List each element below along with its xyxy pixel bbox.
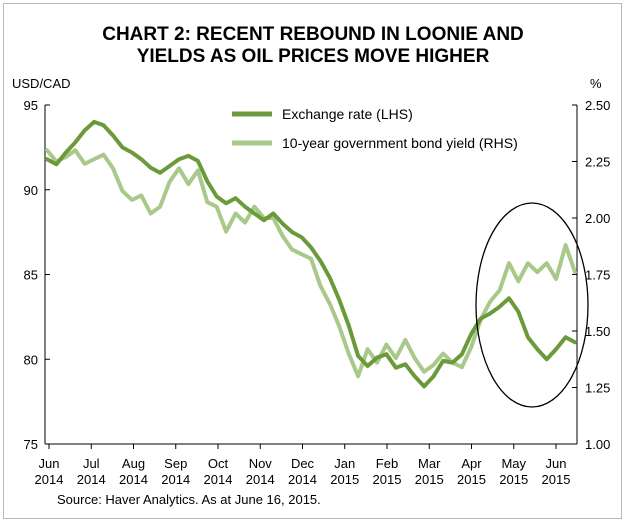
- left-axis-ticks: 95 90 85 80 75: [24, 98, 50, 452]
- left-tick-label: 80: [24, 352, 38, 367]
- series-layer: [45, 119, 577, 389]
- left-axis-label: USD/CAD: [12, 76, 71, 91]
- legend-label-exchange-rate: Exchange rate (LHS): [282, 106, 413, 122]
- x-tick-year: 2014: [246, 472, 275, 487]
- x-tick-month: Sep: [164, 456, 187, 471]
- x-tick-year: 2015: [330, 472, 359, 487]
- series-bond-yield-line: [45, 148, 577, 379]
- highlight-circle: [475, 202, 589, 408]
- x-axis-ticks: Jun2014Jul2014Aug2014Sep2014Oct2014Nov20…: [35, 444, 571, 487]
- chart-title-line-2: YIELDS AS OIL PRICES MOVE HIGHER: [137, 46, 490, 67]
- x-tick-year: 2014: [204, 472, 233, 487]
- x-tick-year: 2015: [499, 472, 528, 487]
- right-tick-label: 2.25: [585, 155, 610, 170]
- left-tick-label: 95: [24, 98, 38, 113]
- right-tick-label: 2.50: [585, 98, 610, 113]
- x-tick-month: May: [501, 456, 526, 471]
- x-tick-month: Jun: [546, 456, 567, 471]
- right-axis-ticks: 2.50 2.25 2.00 1.75 1.50 1.25 1.00: [572, 98, 610, 452]
- x-tick-year: 2015: [415, 472, 444, 487]
- x-tick-month: Aug: [122, 456, 145, 471]
- legend: Exchange rate (LHS) 10-year government b…: [232, 106, 518, 151]
- x-tick-month: Jul: [83, 456, 100, 471]
- x-tick-month: Oct: [208, 456, 229, 471]
- x-tick-month: Dec: [291, 456, 315, 471]
- right-tick-label: 1.25: [585, 381, 610, 396]
- right-axis-label: %: [590, 76, 602, 91]
- x-tick-month: Feb: [376, 456, 398, 471]
- chart-title-line-1: CHART 2: RECENT REBOUND IN LOONIE AND: [102, 24, 524, 45]
- x-tick-year: 2014: [119, 472, 148, 487]
- right-tick-label: 1.75: [585, 268, 610, 283]
- left-tick-label: 75: [24, 437, 38, 452]
- x-tick-month: Jun: [39, 456, 60, 471]
- x-tick-year: 2015: [457, 472, 486, 487]
- source-note: Source: Haver Analytics. As at June 16, …: [57, 492, 321, 507]
- x-tick-year: 2014: [161, 472, 190, 487]
- x-tick-month: Apr: [461, 456, 482, 471]
- x-tick-year: 2014: [77, 472, 106, 487]
- x-tick-month: Jan: [334, 456, 355, 471]
- right-tick-label: 1.00: [585, 437, 610, 452]
- left-tick-label: 90: [24, 183, 38, 198]
- x-tick-year: 2015: [542, 472, 571, 487]
- x-tick-month: Mar: [418, 456, 441, 471]
- series-exchange-rate-line: [45, 119, 577, 389]
- x-tick-year: 2015: [373, 472, 402, 487]
- x-tick-year: 2014: [35, 472, 64, 487]
- x-tick-month: Nov: [249, 456, 273, 471]
- right-tick-label: 1.50: [585, 324, 610, 339]
- legend-label-bond-yield: 10-year government bond yield (RHS): [282, 135, 518, 151]
- x-tick-year: 2014: [288, 472, 317, 487]
- left-tick-label: 85: [24, 268, 38, 283]
- axes: [44, 105, 578, 445]
- right-tick-label: 2.00: [585, 211, 610, 226]
